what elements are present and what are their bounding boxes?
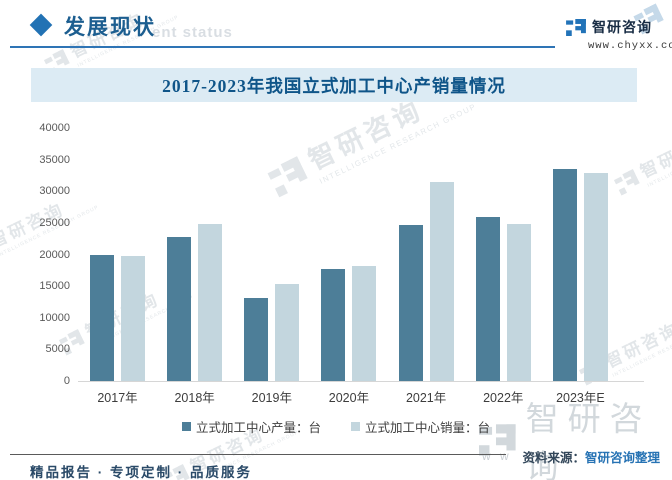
- y-tick-label: 35000: [39, 153, 70, 166]
- header-divider: [10, 46, 555, 48]
- y-tick-label: 10000: [39, 311, 70, 324]
- footer-tagline: 精品报告 · 专项定制 · 品质服务: [30, 465, 252, 480]
- bar-sales-2022年: [506, 223, 531, 381]
- bar-sales-2019年: [275, 284, 300, 381]
- x-tick-label: 2019年: [251, 391, 292, 405]
- legend-item-production: 立式加工中心产量：台: [181, 417, 321, 436]
- legend-item-sales: 立式加工中心销量：台: [351, 417, 490, 436]
- bar-production-2019年: [244, 298, 269, 381]
- x-tick-label: 2020年: [328, 391, 370, 405]
- source-label: 资料来源：: [522, 451, 585, 465]
- zhiyan-logo-icon: [566, 18, 586, 36]
- legend-label-sales: 立式加工中心销量：台: [365, 421, 491, 435]
- bar-sales-2020年: [352, 265, 377, 381]
- bar-sales-2018年: [198, 223, 223, 381]
- bottom-right-watermark: 智研咨询: [479, 392, 672, 480]
- x-tick-label: 2018年: [174, 391, 215, 405]
- chart-legend: 立式加工中心产量：台 立式加工中心销量：台: [0, 417, 672, 436]
- watermark-fragment: w w: [482, 449, 512, 463]
- bar-group-2022年: 2022年: [475, 128, 531, 405]
- y-tick-label: 5000: [45, 343, 70, 356]
- y-tick-label: 15000: [39, 280, 70, 293]
- bar-group-2019年: 2019年: [244, 128, 300, 405]
- brand-url: www.chyxx.com: [588, 40, 672, 52]
- y-tick-label: 30000: [39, 185, 70, 198]
- bar-sales-2017年: [121, 255, 145, 381]
- bar-production-2022年: [475, 216, 500, 381]
- y-axis: 0 5000 10000 15000 20000 25000 30000 35000 40000: [26, 122, 70, 387]
- source-value: 智研咨询整理: [584, 451, 660, 465]
- plot-area: 2017年 2018年 2019年 2020年 2021年 2022年 2023年E: [78, 128, 644, 405]
- legend-swatch-sales: [351, 422, 360, 431]
- section-title: 发展现状: [64, 16, 156, 39]
- brand-name: 智研咨询: [592, 19, 652, 35]
- y-tick-label: 0: [63, 375, 70, 387]
- chart-title: 2017-2023年我国立式加工中心产销量情况: [162, 75, 506, 96]
- legend-swatch-production: [181, 422, 191, 431]
- x-tick-label: 2021年: [405, 391, 447, 405]
- brand-logo: 智研咨询: [566, 17, 652, 37]
- bar-sales-2021年: [429, 181, 454, 381]
- x-tick-label: 2017年: [97, 391, 138, 405]
- legend-label-production: 立式加工中心产量：台: [195, 421, 321, 435]
- bar-group-2018年: 2018年: [167, 128, 223, 405]
- bar-group-2021年: 2021年: [398, 128, 454, 405]
- footer-divider: [10, 454, 506, 455]
- chart-title-band: 2017-2023年我国立式加工中心产销量情况: [31, 68, 637, 102]
- bar-group-2017年: 2017年: [90, 128, 145, 405]
- bar-production-2020年: [321, 269, 346, 381]
- y-tick-label: 20000: [39, 248, 70, 261]
- x-tick-label: 2022年: [483, 391, 524, 405]
- x-tick-label: 2023年E: [556, 391, 605, 405]
- data-source: 资料来源：智研咨询整理: [522, 447, 660, 466]
- bar-sales-2023年E: [583, 172, 608, 381]
- y-tick-label: 40000: [39, 122, 70, 134]
- section-diamond-icon: [29, 13, 53, 37]
- section-title-watermark: ent status: [152, 24, 233, 41]
- bar-production-2021年: [398, 225, 423, 381]
- bar-group-2020年: 2020年: [321, 128, 377, 405]
- bar-production-2023年E: [552, 169, 577, 381]
- bar-production-2017年: [90, 254, 114, 381]
- y-tick-label: 25000: [39, 216, 70, 229]
- bar-group-2023年E: 2023年E: [552, 128, 608, 405]
- bar-production-2018年: [167, 237, 192, 381]
